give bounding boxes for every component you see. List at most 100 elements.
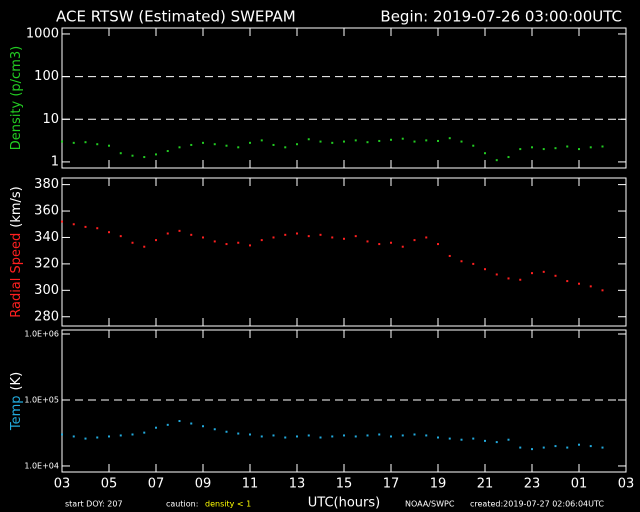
data-point	[190, 233, 193, 236]
y-tick-label: 300	[34, 283, 59, 298]
data-point	[401, 245, 404, 248]
data-point	[296, 232, 298, 235]
data-point	[413, 239, 416, 242]
data-point	[155, 426, 157, 429]
data-point	[566, 280, 569, 283]
y-axis-label: Density (p/cm3)	[9, 46, 24, 150]
data-point	[296, 435, 298, 438]
data-point	[601, 289, 604, 292]
x-tick-label: 01	[571, 477, 588, 492]
data-point	[401, 434, 404, 437]
data-point	[460, 140, 463, 143]
data-point	[448, 137, 451, 140]
data-point	[378, 139, 381, 142]
data-point	[589, 445, 592, 448]
data-point	[237, 146, 240, 149]
data-point	[84, 437, 87, 440]
y-tick-label: 100	[34, 69, 59, 84]
data-point	[601, 145, 604, 148]
y-axis-label-part: Temp	[9, 396, 24, 432]
data-point	[354, 139, 357, 142]
data-point	[589, 146, 592, 149]
data-point	[366, 434, 369, 437]
data-point	[484, 268, 486, 271]
data-point	[413, 140, 416, 143]
data-point	[460, 260, 463, 263]
data-point	[495, 273, 498, 276]
data-point	[296, 143, 298, 146]
data-point	[272, 236, 275, 239]
data-point	[319, 140, 322, 143]
data-point	[213, 143, 216, 146]
data-point	[249, 244, 251, 247]
data-point	[61, 220, 63, 223]
data-point	[390, 435, 392, 438]
data-point	[542, 446, 545, 449]
data-point	[72, 223, 75, 226]
y-axis-label-part: (km/s)	[9, 186, 24, 228]
data-point	[437, 436, 439, 439]
data-point	[566, 145, 569, 148]
data-point	[284, 436, 287, 439]
data-point	[178, 420, 181, 423]
plot-frame	[61, 329, 627, 473]
data-point	[507, 438, 510, 441]
data-point	[155, 153, 157, 156]
y-axis-label-part: (K)	[9, 372, 24, 391]
y-axis-label-part: Density (p/cm3)	[9, 46, 24, 150]
data-point	[448, 254, 451, 257]
data-point	[495, 159, 498, 162]
data-point	[108, 435, 110, 438]
y-tick-label: 1000	[26, 26, 59, 41]
data-point	[307, 138, 310, 141]
data-point	[448, 437, 451, 440]
data-point	[119, 152, 122, 155]
created: created:2019-07-27 02:06:04UTC	[470, 500, 604, 509]
data-point	[108, 144, 110, 147]
data-point	[249, 141, 251, 144]
data-point	[166, 423, 169, 426]
data-point	[578, 148, 580, 151]
data-point	[143, 245, 146, 248]
caution: caution:	[166, 500, 198, 509]
data-point	[249, 433, 251, 436]
x-tick-label: 03	[54, 477, 71, 492]
x-tick-label: 21	[477, 477, 494, 492]
x-tick-label: 17	[383, 477, 400, 492]
data-point	[589, 285, 592, 288]
data-point	[284, 233, 287, 236]
data-point	[425, 139, 428, 142]
data-point	[96, 436, 99, 439]
data-point	[190, 422, 193, 425]
data-point	[307, 434, 310, 437]
data-point	[554, 445, 557, 448]
y-tick-label: 1	[51, 154, 59, 169]
data-point	[225, 243, 228, 246]
data-point	[119, 235, 122, 238]
data-point	[319, 436, 322, 439]
y-tick-label: 1.0E+05	[24, 395, 59, 404]
data-point	[554, 274, 557, 277]
data-point	[531, 146, 533, 149]
data-point	[484, 439, 486, 442]
y-tick-label: 280	[34, 309, 59, 324]
y-tick-label: 360	[34, 204, 59, 219]
x-tick-label: 03	[618, 477, 635, 492]
data-point	[166, 150, 169, 153]
y-tick-label: 340	[34, 230, 59, 245]
data-point	[260, 139, 263, 142]
data-point	[225, 144, 228, 147]
data-point	[390, 138, 392, 141]
data-point	[331, 141, 334, 144]
x-axis-label: UTC(hours)	[308, 496, 380, 511]
data-point	[531, 448, 533, 451]
y-axis-label-part: Radial Speed	[9, 233, 24, 318]
data-point	[96, 143, 99, 146]
data-point	[331, 236, 334, 239]
x-tick-label: 09	[195, 477, 212, 492]
data-point	[378, 243, 381, 246]
data-point	[507, 277, 510, 280]
data-point	[272, 143, 275, 146]
data-point	[331, 435, 334, 438]
